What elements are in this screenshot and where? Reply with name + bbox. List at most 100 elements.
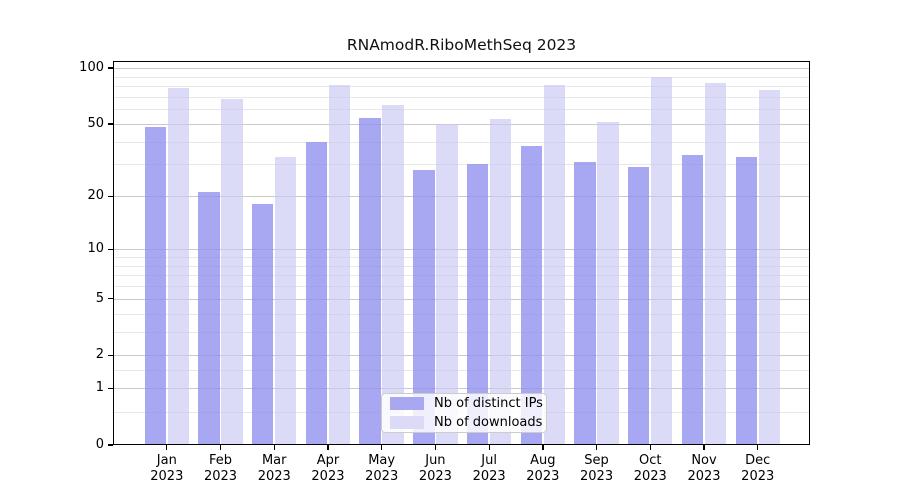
ytick-10 bbox=[108, 248, 113, 250]
gridline-minor-4 bbox=[114, 314, 809, 315]
gridline-overlay-minor-7 bbox=[114, 275, 809, 276]
gridline-50 bbox=[114, 124, 809, 125]
xtick-mar bbox=[273, 445, 275, 450]
bar-downloads-sep bbox=[597, 122, 619, 445]
bar-ips-jul bbox=[466, 164, 489, 445]
gridline-overlay-minor-70 bbox=[114, 97, 809, 98]
bar-downloads-oct bbox=[651, 76, 673, 445]
xtick-nov bbox=[703, 445, 705, 450]
legend-label-downloads: Nb of downloads bbox=[434, 414, 543, 430]
bar-ips-jan bbox=[144, 127, 166, 445]
plot-border bbox=[113, 61, 810, 445]
bar-downloads-feb bbox=[221, 99, 243, 445]
bar-ips-feb bbox=[198, 192, 220, 445]
xtick-dec bbox=[757, 445, 759, 450]
gridline-10 bbox=[114, 249, 809, 250]
gridline-20 bbox=[114, 196, 809, 197]
legend-label-distinct-ips: Nb of distinct IPs bbox=[434, 395, 543, 411]
ytick-label-1: 1 bbox=[95, 380, 104, 396]
gridline-overlay-100 bbox=[114, 68, 809, 69]
gridline-minor-8 bbox=[114, 266, 809, 267]
xtick-label-apr: Apr 2023 bbox=[311, 453, 345, 484]
gridline-minor-7 bbox=[114, 275, 809, 276]
gridline-minor-9 bbox=[114, 257, 809, 258]
gridline-overlay-minor-6 bbox=[114, 286, 809, 287]
ytick-label-10: 10 bbox=[87, 241, 104, 257]
xtick-label-sep: Sep 2023 bbox=[580, 453, 614, 484]
xtick-label-jun: Jun 2023 bbox=[418, 453, 452, 484]
xtick-label-dec: Dec 2023 bbox=[741, 453, 775, 484]
gridline-1 bbox=[114, 388, 809, 389]
bar-downloads-may bbox=[382, 105, 404, 445]
gridline-100 bbox=[114, 68, 809, 69]
gridline-overlay-minor-4 bbox=[114, 314, 809, 315]
xtick-may bbox=[381, 445, 383, 450]
gridline-minor-90 bbox=[114, 77, 809, 78]
legend-item-downloads: Nb of downloads bbox=[390, 415, 542, 430]
bar-ips-may bbox=[359, 117, 381, 445]
bar-ips-aug bbox=[520, 145, 543, 445]
xtick-label-nov: Nov 2023 bbox=[687, 453, 721, 484]
xtick-oct bbox=[649, 445, 651, 450]
bar-downloads-nov bbox=[704, 83, 727, 445]
ytick-100 bbox=[108, 67, 113, 69]
xtick-sep bbox=[595, 445, 598, 450]
xtick-feb bbox=[219, 445, 222, 450]
gridline-overlay-minor-40 bbox=[114, 142, 809, 143]
gridline-minor-1.5 bbox=[114, 370, 809, 371]
bar-downloads-jan bbox=[167, 88, 189, 445]
gridline-overlay-minor-90 bbox=[114, 77, 809, 78]
gridline-overlay-minor-9 bbox=[114, 257, 809, 258]
bar-downloads-dec bbox=[758, 90, 780, 445]
gridline-minor-3 bbox=[114, 332, 809, 333]
legend: Nb of distinct IPs Nb of downloads bbox=[381, 393, 547, 433]
gridline-minor-40 bbox=[114, 142, 809, 143]
ytick-label-20: 20 bbox=[87, 188, 104, 204]
ytick-1 bbox=[108, 387, 113, 390]
gridline-5 bbox=[114, 299, 809, 300]
gridline-2 bbox=[114, 355, 809, 356]
gridline-overlay-5 bbox=[114, 299, 809, 300]
gridline-minor-30 bbox=[114, 164, 809, 165]
bar-downloads-jun bbox=[436, 123, 458, 445]
gridline-minor-80 bbox=[114, 86, 809, 87]
ytick-label-0: 0 bbox=[95, 437, 104, 452]
xtick-label-feb: Feb 2023 bbox=[203, 453, 238, 484]
gridline-overlay-10 bbox=[114, 249, 809, 250]
xtick-label-oct: Oct 2023 bbox=[633, 453, 667, 484]
bar-ips-mar bbox=[252, 204, 274, 445]
bar-ips-jun bbox=[413, 169, 435, 445]
bar-downloads-jul bbox=[489, 119, 512, 445]
xtick-label-jul: Jul 2023 bbox=[472, 453, 506, 484]
legend-swatch-downloads bbox=[390, 416, 424, 429]
xtick-label-aug: Aug 2023 bbox=[526, 453, 560, 484]
legend-swatch-distinct-ips bbox=[390, 397, 424, 410]
gridline-overlay-1 bbox=[114, 388, 809, 389]
bar-ips-sep bbox=[574, 161, 596, 445]
chart-title: RNAmodR.RiboMethSeq 2023 bbox=[346, 36, 577, 54]
bar-downloads-aug bbox=[543, 85, 566, 445]
gridline-overlay-2 bbox=[114, 355, 809, 356]
bar-ips-dec bbox=[735, 156, 757, 445]
xtick-label-may: May 2023 bbox=[365, 453, 399, 484]
bar-ips-apr bbox=[305, 141, 328, 445]
gridline-minor-60 bbox=[114, 109, 809, 110]
gridline-overlay-minor-8 bbox=[114, 266, 809, 267]
xtick-label-jan: Jan 2023 bbox=[150, 453, 184, 484]
gridline-overlay-minor-1.5 bbox=[114, 370, 809, 371]
gridline-overlay-50 bbox=[114, 124, 809, 125]
xtick-jun bbox=[434, 445, 437, 450]
bar-ips-nov bbox=[681, 154, 704, 445]
legend-item-distinct-ips: Nb of distinct IPs bbox=[390, 396, 543, 411]
ytick-20 bbox=[108, 195, 113, 197]
xtick-jul bbox=[488, 445, 490, 450]
gridline-overlay-20 bbox=[114, 196, 809, 197]
ytick-0 bbox=[108, 444, 113, 446]
xtick-jan bbox=[166, 445, 168, 450]
gridline-minor-6 bbox=[114, 286, 809, 287]
ytick-label-100: 100 bbox=[79, 60, 104, 75]
xtick-label-mar: Mar 2023 bbox=[257, 453, 291, 484]
xtick-aug bbox=[542, 445, 544, 450]
